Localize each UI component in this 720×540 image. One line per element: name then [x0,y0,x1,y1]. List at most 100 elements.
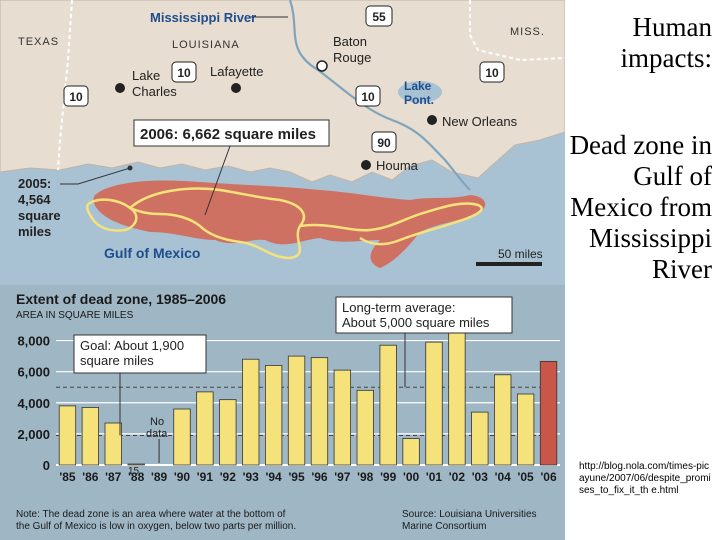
bar-96 [310,357,329,466]
x-tick-label: '96 [311,470,328,484]
source-url[interactable]: http://blog.nola.com/times-picayune/2007… [579,461,711,496]
bar-92 [219,399,237,466]
bar-99 [379,344,397,466]
highway-shield-10-central: 10 [171,61,197,83]
slide-title: Human impacts: [620,12,712,73]
svg-text:10: 10 [69,90,83,104]
x-tick-label: '99 [380,470,397,484]
baton-rouge-marker [316,60,328,72]
y-tick-label: 4,000 [17,396,50,411]
bar-86 [81,407,100,466]
gulf-label: Gulf of Mexico [104,245,200,261]
bar-00 [402,438,420,466]
bar-98 [356,389,374,466]
x-tick-label: '91 [197,470,214,484]
x-tick-label: '89 [151,470,168,484]
bar-90 [173,408,191,466]
x-tick-label: '88 [128,470,145,484]
slide-body: Dead zone in Gulf of Mexico from Mississ… [569,130,712,284]
highway-shield-90: 90 [371,131,397,153]
dead-zone-2006-area [93,180,486,268]
average-annotation: Long-term average: About 5,000 square mil… [335,296,513,334]
bar-93 [242,358,260,466]
lafayette-label: Lafayette [210,64,264,79]
texas-border [57,0,73,171]
highway-shield-55: 55 [365,5,393,27]
x-tick-label: '87 [105,470,122,484]
new-orleans-label: New Orleans [442,114,518,129]
bar-85 [58,405,77,466]
lake-charles-label: Lake Charles [132,68,177,99]
bar-02 [448,332,466,466]
louisiana-dead-zone-map: Mississippi River TEXAS LOUISIANA MISS. … [0,0,565,285]
river-label: Mississippi River [150,10,256,25]
bar-94 [264,365,283,466]
x-tick-label: '97 [334,470,351,484]
x-tick-label: '03 [472,470,489,484]
callout-2006: 2006: 6,662 square miles [133,119,330,216]
chart-subtitle: AREA IN SQUARE MILES [16,310,134,321]
svg-text:10: 10 [361,90,375,104]
x-tick-label: '06 [540,470,557,484]
x-tick-label: '93 [243,470,260,484]
bar-95 [287,355,306,466]
baton-rouge-label: Baton Rouge [333,34,371,65]
scale-bar: 50 miles [476,247,543,266]
svg-text:Long-term average:About 5,000: Long-term average: About 5,000 square mil… [342,300,490,330]
y-tick-label: 2,000 [17,427,50,442]
x-tick-label: '98 [357,470,374,484]
no-data-annotation: No data [146,416,168,440]
x-tick-label: '00 [403,470,420,484]
mississippi-river-line [288,0,471,191]
goal-annotation: Goal: About 1,900 square miles [73,334,207,374]
texas-label: TEXAS [18,36,59,48]
x-tick-label: '92 [220,470,237,484]
svg-text:10: 10 [485,66,499,80]
y-tick-label: 0 [43,458,50,473]
lake-pontchartrain [398,81,442,103]
bar-06 [539,360,558,466]
bar-04 [494,374,512,466]
lafayette-marker [231,83,241,93]
x-tick-label: '90 [174,470,191,484]
y-tick-label: 8,000 [17,334,50,349]
value-label-88: 15 [128,466,140,477]
louisiana-label: LOUISIANA [172,39,240,51]
bar-97 [333,369,352,466]
x-tick-label: '05 [518,470,535,484]
svg-text:90: 90 [377,136,391,150]
dead-zone-bar-chart: Extent of dead zone, 1985–2006 AREA IN S… [0,285,565,540]
new-orleans-marker [427,115,437,125]
dead-zone-2005-outline [85,187,483,260]
svg-text:55: 55 [372,10,386,24]
mississippi-border [469,0,565,62]
houma-marker [361,160,371,170]
lake-pont-label: Lake Pont. [404,79,434,107]
x-tick-label: '02 [449,470,466,484]
bar-01 [425,341,443,466]
bar-05 [516,393,535,466]
highway-shield-10-east: 10 [479,61,505,83]
highway-shield-10-west: 10 [63,85,89,107]
miss-label: MISS. [510,26,545,38]
x-tick-label: '86 [82,470,99,484]
callout-2005: 2005: 4,564 square miles [18,165,133,239]
highway-shield-10-baton-rouge: 10 [355,85,381,107]
bar-88 [127,463,145,466]
bar-87 [104,422,122,466]
x-tick-label: '04 [495,470,512,484]
x-tick-label: '94 [266,470,283,484]
chart-note: Note: The dead zone is an area where wat… [16,509,296,532]
svg-text:2006: 6,662 square miles: 2006: 6,662 square miles [140,126,316,143]
x-tick-label: '01 [426,470,443,484]
chart-source: Source: Louisiana Universities Marine Con… [402,509,537,532]
houma-label: Houma [376,158,419,173]
bar-03 [471,411,489,466]
y-tick-label: 6,000 [17,365,50,380]
svg-text:10: 10 [177,66,191,80]
dead-zone-figure: Mississippi River TEXAS LOUISIANA MISS. … [0,0,565,540]
chart-title: Extent of dead zone, 1985–2006 [16,291,226,307]
x-tick-label: '95 [288,470,305,484]
